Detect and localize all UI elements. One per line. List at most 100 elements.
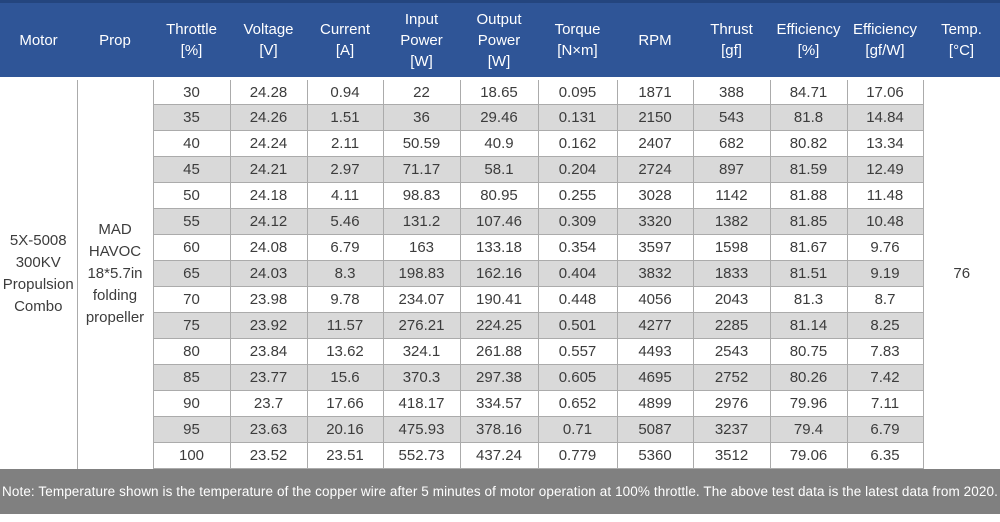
cell-thrust: 388	[692, 78, 771, 105]
cell-output-power: 378.16	[459, 416, 539, 443]
cell-current: 23.51	[306, 442, 384, 469]
cell-efficiency-gfw: 9.19	[846, 260, 924, 287]
cell-torque: 0.448	[537, 286, 618, 313]
cell-input-power: 418.17	[382, 390, 461, 417]
table-row: 65 24.03 8.3 198.83 162.16 0.404 3832 1833 81.51…	[0, 260, 1000, 287]
cell-torque: 0.255	[537, 182, 618, 209]
cell-rpm: 5360	[616, 442, 694, 469]
cell-efficiency-pct: 79.96	[769, 390, 848, 417]
prop-cell: MAD HAVOC 18*5.7in folding propeller	[77, 78, 154, 469]
table-row: 40 24.24 2.11 50.59 40.9 0.162 2407 682 80.82 13.…	[0, 130, 1000, 157]
cell-efficiency-pct: 81.85	[769, 208, 848, 235]
cell-efficiency-gfw: 11.48	[846, 182, 924, 209]
cell-output-power: 437.24	[459, 442, 539, 469]
cell-current: 0.94	[306, 78, 384, 105]
cell-voltage: 24.26	[229, 104, 308, 131]
cell-current: 11.57	[306, 312, 384, 339]
cell-input-power: 552.73	[382, 442, 461, 469]
cell-efficiency-gfw: 6.35	[846, 442, 924, 469]
cell-efficiency-pct: 80.26	[769, 364, 848, 391]
cell-throttle: 70	[152, 286, 231, 313]
cell-efficiency-gfw: 14.84	[846, 104, 924, 131]
cell-rpm: 3597	[616, 234, 694, 261]
cell-thrust: 897	[692, 156, 771, 183]
cell-current: 4.11	[306, 182, 384, 209]
cell-throttle: 65	[152, 260, 231, 287]
table-row: 60 24.08 6.79 163 133.18 0.354 3597 1598 81.67 9.…	[0, 234, 1000, 261]
motor-cell: 5X-5008 300KV Propulsion Combo	[0, 78, 78, 469]
cell-efficiency-pct: 81.59	[769, 156, 848, 183]
cell-output-power: 133.18	[459, 234, 539, 261]
cell-current: 9.78	[306, 286, 384, 313]
cell-throttle: 55	[152, 208, 231, 235]
table-row: 45 24.21 2.97 71.17 58.1 0.204 2724 897 81.59 12.…	[0, 156, 1000, 183]
cell-input-power: 234.07	[382, 286, 461, 313]
cell-throttle: 80	[152, 338, 231, 365]
col-header-output-power: Output Power [W]	[460, 1, 538, 80]
temp-cell: 76	[922, 78, 1000, 469]
cell-rpm: 2724	[616, 156, 694, 183]
col-header-temp: Temp. [°C]	[923, 1, 1000, 80]
cell-efficiency-pct: 79.4	[769, 416, 848, 443]
col-header-thrust: Thrust [gf]	[693, 1, 770, 80]
cell-rpm: 3832	[616, 260, 694, 287]
cell-input-power: 36	[382, 104, 461, 131]
cell-thrust: 543	[692, 104, 771, 131]
cell-torque: 0.162	[537, 130, 618, 157]
cell-throttle: 75	[152, 312, 231, 339]
cell-thrust: 1833	[692, 260, 771, 287]
table-row: 80 23.84 13.62 324.1 261.88 0.557 4493 2543 80.7…	[0, 338, 1000, 365]
cell-torque: 0.354	[537, 234, 618, 261]
cell-efficiency-pct: 81.51	[769, 260, 848, 287]
cell-efficiency-pct: 79.06	[769, 442, 848, 469]
cell-thrust: 682	[692, 130, 771, 157]
cell-input-power: 22	[382, 78, 461, 105]
cell-torque: 0.652	[537, 390, 618, 417]
cell-voltage: 23.77	[229, 364, 308, 391]
cell-rpm: 4277	[616, 312, 694, 339]
cell-output-power: 224.25	[459, 312, 539, 339]
cell-voltage: 23.7	[229, 390, 308, 417]
cell-thrust: 1598	[692, 234, 771, 261]
cell-rpm: 2407	[616, 130, 694, 157]
cell-current: 13.62	[306, 338, 384, 365]
cell-efficiency-pct: 80.75	[769, 338, 848, 365]
table-row: 75 23.92 11.57 276.21 224.25 0.501 4277 2285 81.…	[0, 312, 1000, 339]
cell-voltage: 24.21	[229, 156, 308, 183]
cell-throttle: 85	[152, 364, 231, 391]
cell-efficiency-gfw: 17.06	[846, 78, 924, 105]
cell-input-power: 370.3	[382, 364, 461, 391]
cell-input-power: 198.83	[382, 260, 461, 287]
table-row: 100 23.52 23.51 552.73 437.24 0.779 5360 3512 79…	[0, 442, 1000, 469]
cell-efficiency-pct: 81.8	[769, 104, 848, 131]
cell-throttle: 50	[152, 182, 231, 209]
cell-efficiency-pct: 84.71	[769, 78, 848, 105]
cell-throttle: 95	[152, 416, 231, 443]
note-text: Note: Temperature shown is the temperatu…	[2, 484, 998, 499]
cell-input-power: 276.21	[382, 312, 461, 339]
cell-current: 8.3	[306, 260, 384, 287]
cell-efficiency-gfw: 7.83	[846, 338, 924, 365]
cell-rpm: 1871	[616, 78, 694, 105]
cell-rpm: 2150	[616, 104, 694, 131]
cell-voltage: 24.18	[229, 182, 308, 209]
cell-rpm: 4899	[616, 390, 694, 417]
cell-efficiency-gfw: 8.25	[846, 312, 924, 339]
cell-input-power: 324.1	[382, 338, 461, 365]
cell-torque: 0.309	[537, 208, 618, 235]
cell-input-power: 163	[382, 234, 461, 261]
cell-voltage: 24.08	[229, 234, 308, 261]
cell-current: 20.16	[306, 416, 384, 443]
cell-output-power: 40.9	[459, 130, 539, 157]
cell-torque: 0.779	[537, 442, 618, 469]
cell-output-power: 162.16	[459, 260, 539, 287]
cell-thrust: 2976	[692, 390, 771, 417]
cell-voltage: 23.52	[229, 442, 308, 469]
cell-throttle: 35	[152, 104, 231, 131]
cell-rpm: 4695	[616, 364, 694, 391]
cell-rpm: 4056	[616, 286, 694, 313]
cell-torque: 0.557	[537, 338, 618, 365]
col-header-prop: Prop	[77, 1, 153, 80]
cell-input-power: 98.83	[382, 182, 461, 209]
